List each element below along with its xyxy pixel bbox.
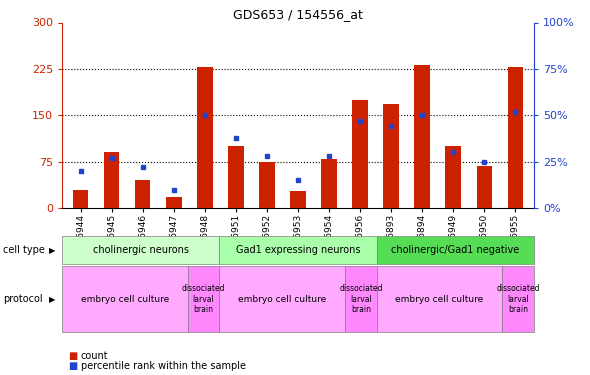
Text: ■: ■: [68, 351, 77, 361]
Bar: [104, 152, 119, 208]
Bar: [321, 159, 337, 208]
Text: dissociated
larval
brain: dissociated larval brain: [339, 284, 383, 314]
Bar: [445, 146, 461, 208]
Bar: [73, 190, 88, 208]
Text: ▶: ▶: [48, 246, 55, 255]
Text: dissociated
larval
brain: dissociated larval brain: [496, 284, 540, 314]
Bar: [352, 100, 368, 208]
Bar: [259, 162, 275, 208]
Bar: [228, 146, 244, 208]
Text: cholinergic/Gad1 negative: cholinergic/Gad1 negative: [391, 245, 519, 255]
Bar: [135, 180, 150, 208]
Text: ■: ■: [68, 361, 77, 370]
Bar: [414, 64, 430, 208]
Text: protocol: protocol: [3, 294, 42, 304]
Text: embryo cell culture: embryo cell culture: [81, 295, 169, 304]
Bar: [477, 166, 492, 208]
Text: embryo cell culture: embryo cell culture: [395, 295, 484, 304]
Text: ▶: ▶: [48, 295, 55, 304]
Bar: [384, 104, 399, 208]
Text: cholinergic neurons: cholinergic neurons: [93, 245, 189, 255]
Text: count: count: [81, 351, 109, 361]
Text: dissociated
larval
brain: dissociated larval brain: [182, 284, 225, 314]
Bar: [166, 197, 182, 208]
Text: Gad1 expressing neurons: Gad1 expressing neurons: [235, 245, 360, 255]
Bar: [290, 191, 306, 208]
Bar: [507, 67, 523, 208]
Text: embryo cell culture: embryo cell culture: [238, 295, 326, 304]
Text: percentile rank within the sample: percentile rank within the sample: [81, 361, 246, 370]
Title: GDS653 / 154556_at: GDS653 / 154556_at: [233, 8, 363, 21]
Text: cell type: cell type: [3, 245, 45, 255]
Bar: [197, 67, 212, 208]
